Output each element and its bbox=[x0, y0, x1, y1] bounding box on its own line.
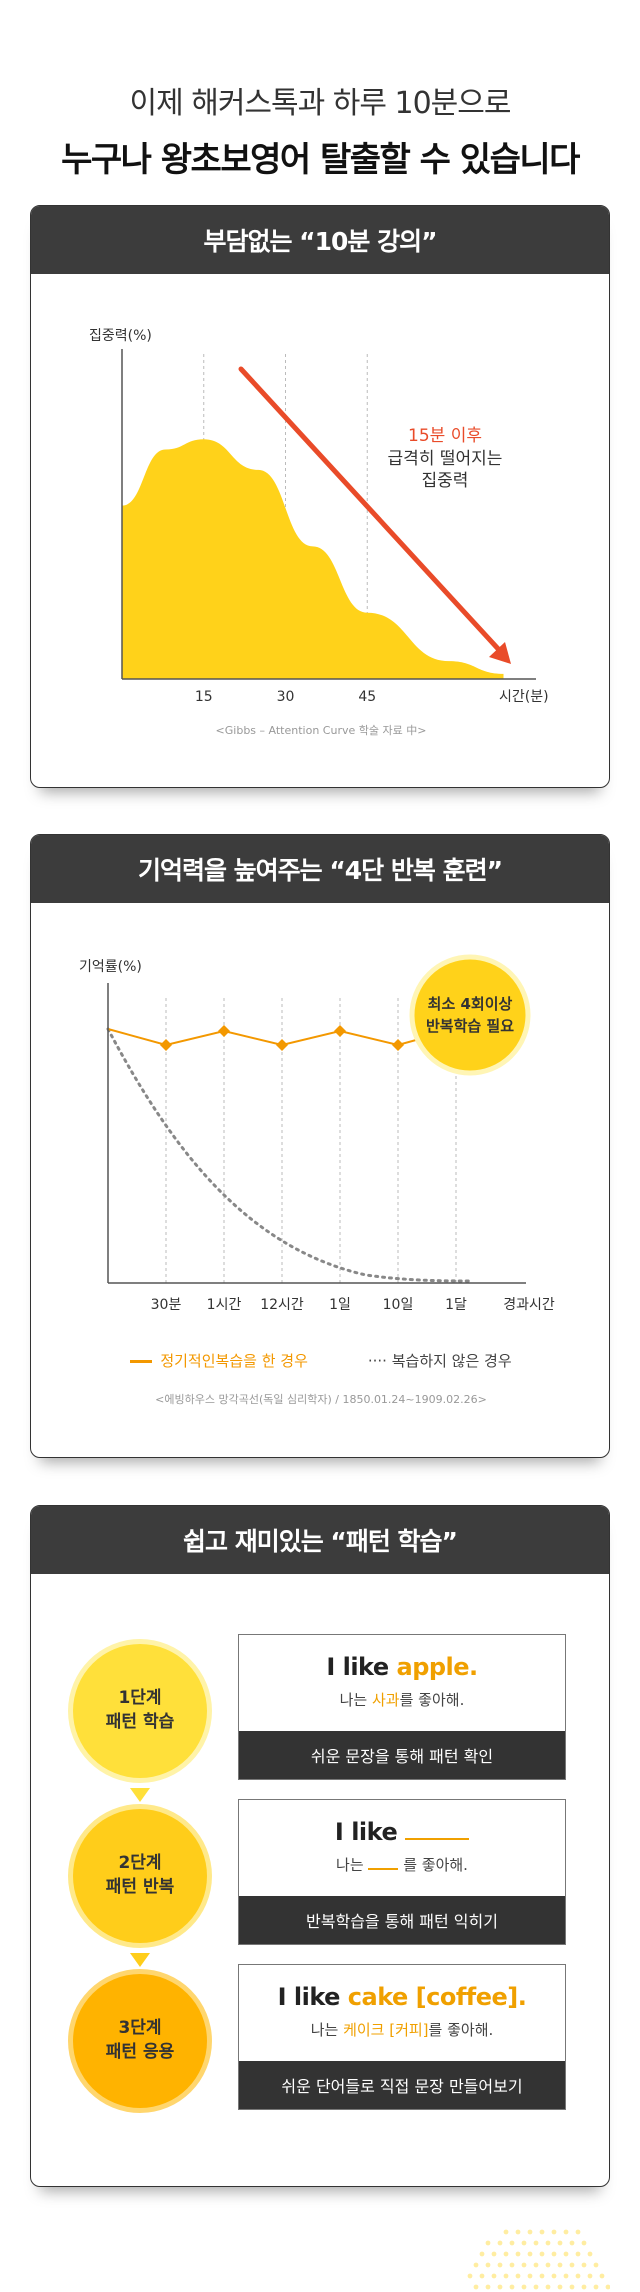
pattern-step-3: 3단계 패턴 응용 I like cake [coffee]. 나는 케이크 [커… bbox=[31, 1964, 609, 2114]
memory-x-tick: 12시간 bbox=[260, 1297, 304, 1313]
memory-x-tick: 1달 bbox=[445, 1297, 467, 1313]
no-review-curve bbox=[106, 1027, 473, 1283]
step-2-circle: 2단계 패턴 반복 bbox=[73, 1809, 207, 1943]
memory-x-tick: 1일 bbox=[329, 1297, 351, 1313]
pattern-card: 쉽고 재미있는 “패턴 학습” 1단계 패턴 학습 I like apple. 나… bbox=[30, 1505, 610, 2187]
memory-x-label: 경과시간 bbox=[503, 1297, 555, 1313]
review-marker bbox=[160, 1039, 172, 1051]
pattern-step-1: 1단계 패턴 학습 I like apple. 나는 사과를 좋아해. 쉬운 문장… bbox=[31, 1634, 609, 1784]
memory-chart: 기억률(%) 30분 1시간 12시간 1일 10일 1달 경과시간 최소 4회이상 반복… bbox=[79, 954, 555, 1313]
step-3-circle: 3단계 패턴 응용 bbox=[73, 1974, 207, 2108]
step-3-english: I like cake [coffee]. bbox=[277, 1983, 527, 2011]
pattern-card-title: 쉽고 재미있는 “패턴 학습” bbox=[31, 1506, 609, 1574]
attention-annotation-line2: 급격히 떨어지는 bbox=[388, 449, 503, 469]
review-callout-line1: 최소 4회이상 bbox=[428, 995, 513, 1013]
step-3-korean: 나는 케이크 [커피]를 좋아해. bbox=[310, 2021, 494, 2039]
attention-annotation-highlight: 15분 이후 bbox=[408, 426, 482, 446]
review-marker bbox=[392, 1039, 404, 1051]
review-marker bbox=[218, 1025, 230, 1037]
attention-x-tick-15: 15 bbox=[195, 689, 213, 705]
decline-arrowhead bbox=[489, 642, 511, 664]
memory-x-tick: 30분 bbox=[151, 1297, 182, 1313]
attention-y-label: 집중력(%) bbox=[89, 328, 152, 344]
memory-x-tick: 1시간 bbox=[207, 1297, 242, 1313]
review-callout bbox=[409, 954, 531, 1076]
step-2-korean: 나는 를 좋아해. bbox=[336, 1856, 468, 1874]
attention-x-label: 시간(분) bbox=[499, 689, 549, 705]
memory-y-label: 기억률(%) bbox=[79, 959, 142, 975]
attention-annotation-line3: 집중력 bbox=[422, 471, 469, 491]
step-3-box: I like cake [coffee]. 나는 케이크 [커피]를 좋아해. … bbox=[238, 1964, 566, 2110]
review-markers bbox=[160, 1025, 404, 1051]
memory-source: <에빙하우스 망각곡선(독일 심리학자) / 1850.01.24~1909.0… bbox=[155, 1393, 487, 1406]
legend-no-review: ···· 복습하지 않은 경우 bbox=[367, 1352, 512, 1370]
step-arrow-1 bbox=[130, 1788, 150, 1802]
attention-x-tick-30: 30 bbox=[277, 689, 295, 705]
step-2-caption: 반복학습을 통해 패턴 익히기 bbox=[239, 1896, 565, 1944]
attention-x-tick-45: 45 bbox=[358, 689, 376, 705]
legend-review: 정기적인복습을 한 경우 bbox=[130, 1350, 308, 1371]
step-2-english: I like bbox=[239, 1818, 565, 1846]
review-marker bbox=[276, 1039, 288, 1051]
attention-chart: 집중력(%) 15 30 45 시간(분) 15분 이후 급격히 떨어지는 집중력 … bbox=[89, 328, 549, 737]
attention-card-title: 부담없는 “10분 강의” bbox=[31, 206, 609, 274]
memory-card: 기억력을 높여주는 “4단 반복 훈련” 기억률(%) 30분 1시간 12시간 1일… bbox=[30, 834, 610, 1458]
pattern-step-2: 2단계 패턴 반복 I like 나는 를 좋아해. 반복학습을 통해 패턴 익히… bbox=[31, 1799, 609, 1949]
attention-curve bbox=[122, 439, 504, 679]
step-2-box: I like 나는 를 좋아해. 반복학습을 통해 패턴 익히기 bbox=[238, 1799, 566, 1945]
attention-card: 부담없는 “10분 강의” 집중력(%) 15 30 45 시간(분) 15분 이후… bbox=[30, 205, 610, 788]
decline-arrow-line bbox=[238, 366, 504, 655]
decorative-dots bbox=[467, 2229, 610, 2290]
step-arrow-2 bbox=[130, 1953, 150, 1967]
step-1-box: I like apple. 나는 사과를 좋아해. 쉬운 문장을 통해 패턴 확… bbox=[238, 1634, 566, 1780]
step-1-korean: 나는 사과를 좋아해. bbox=[339, 1691, 465, 1709]
step-1-english: I like apple. bbox=[326, 1653, 478, 1681]
attention-source: <Gibbs – Attention Curve 학술 자료 中> bbox=[216, 724, 427, 737]
headline-line2: 누구나 왕초보영어 탈출할 수 있습니다 bbox=[61, 140, 580, 180]
review-callout-line2: 반복학습 필요 bbox=[426, 1017, 514, 1035]
memory-legend: 정기적인복습을 한 경우 ···· 복습하지 않은 경우 bbox=[31, 1350, 609, 1371]
memory-card-title: 기억력을 높여주는 “4단 반복 훈련” bbox=[31, 835, 609, 903]
memory-x-tick: 10일 bbox=[383, 1297, 414, 1313]
review-marker bbox=[334, 1025, 346, 1037]
headline-line1: 이제 해커스톡과 하루 10분으로 bbox=[129, 86, 512, 121]
step-1-circle: 1단계 패턴 학습 bbox=[73, 1644, 207, 1778]
memory-x-ticks: 30분 1시간 12시간 1일 10일 1달 bbox=[151, 1297, 467, 1313]
attention-x-ticks: 15 30 45 bbox=[195, 689, 376, 705]
headline: 이제 해커스톡과 하루 10분으로 누구나 왕초보영어 탈출할 수 있습니다 bbox=[0, 78, 640, 181]
step-1-caption: 쉬운 문장을 통해 패턴 확인 bbox=[239, 1731, 565, 1779]
step-3-caption: 쉬운 단어들로 직접 문장 만들어보기 bbox=[239, 2061, 565, 2109]
